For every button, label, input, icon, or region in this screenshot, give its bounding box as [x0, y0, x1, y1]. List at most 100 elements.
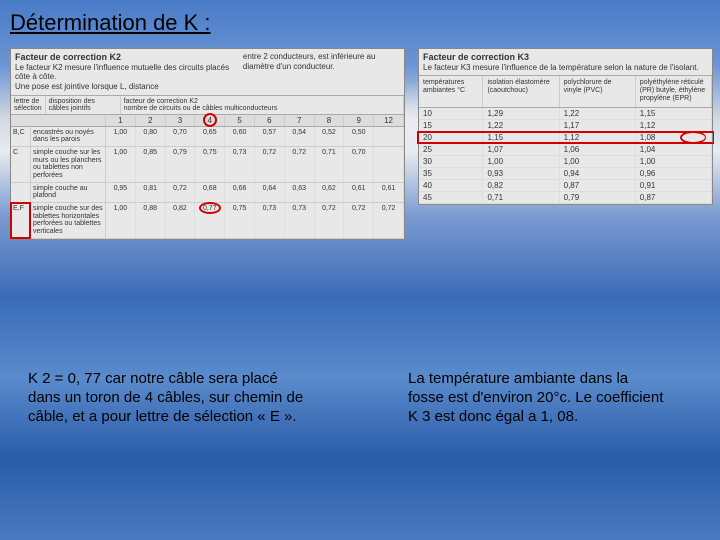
- caption-k3: La température ambiante dans la fosse es…: [408, 370, 668, 426]
- k2-header: Facteur de correction K2 Le facteur K2 m…: [11, 49, 404, 96]
- k3-value-cell: 1,17: [560, 120, 636, 131]
- k3-header: Facteur de correction K3 Le facteur K3 m…: [419, 49, 712, 76]
- k2-value-cell: 0,72: [166, 183, 196, 202]
- k3-col-header: polychlorure de vinyle (PVC): [560, 76, 636, 106]
- k2-value-cell: 0,65: [195, 127, 225, 146]
- k2-value-cell: 0,82: [166, 203, 196, 238]
- k3-table: Facteur de correction K3 Le facteur K3 m…: [418, 48, 713, 205]
- k2-col-num: 9: [344, 115, 374, 126]
- k3-value-cell: 1,04: [636, 144, 712, 155]
- k2-sub-letter: lettre de sélection: [11, 96, 46, 114]
- k3-value-cell: 1,15: [483, 132, 559, 143]
- k2-col-num: 8: [315, 115, 345, 126]
- k2-value-cell: 0,52: [315, 127, 345, 146]
- k2-value-cell: 0,54: [285, 127, 315, 146]
- k2-value-cell: 1,00: [106, 147, 136, 182]
- k2-value-cell: 0,62: [315, 183, 345, 202]
- k3-value-cell: 0,79: [560, 192, 636, 203]
- table-row: 101,291,221,15: [419, 108, 712, 120]
- k3-header-sub: Le facteur K3 mesure l'influence de la t…: [423, 63, 699, 72]
- k2-value-cell: 0,63: [285, 183, 315, 202]
- k2-value-cell: 0,61: [374, 183, 404, 202]
- k2-value-cell: 0,72: [285, 147, 315, 182]
- k2-value-cell: 0,77: [195, 203, 225, 238]
- k3-value-cell: 1,12: [560, 132, 636, 143]
- k2-table: Facteur de correction K2 Le facteur K2 m…: [10, 48, 405, 240]
- k3-col-header: températures ambiantes °C: [419, 76, 483, 106]
- page-title: Détermination de K :: [10, 10, 211, 36]
- k2-value-cell: 0,70: [344, 147, 374, 182]
- k3-value-cell: 0,71: [483, 192, 559, 203]
- k2-col-num: 6: [255, 115, 285, 126]
- k2-value-cell: 1,00: [106, 203, 136, 238]
- k3-value-cell: 0,87: [636, 192, 712, 203]
- k2-value-cell: 0,75: [225, 203, 255, 238]
- table-row: 251,071,061,04: [419, 144, 712, 156]
- k3-col-header: isolation élastomère (caoutchouc): [483, 76, 559, 106]
- k2-value-cell: 0,61: [344, 183, 374, 202]
- k2-value-cell: 0,70: [166, 127, 196, 146]
- k2-letter-cell: E,F: [11, 203, 31, 238]
- k3-value-cell: 1,06: [560, 144, 636, 155]
- k2-col-num: 12: [374, 115, 404, 126]
- k3-value-cell: 0,82: [483, 180, 559, 191]
- k2-header-line1: Le facteur K2 mesure l'influence mutuell…: [15, 63, 229, 82]
- k3-value-cell: 0,93: [483, 168, 559, 179]
- k2-value-cell: 0,64: [255, 183, 285, 202]
- k2-col-num: 7: [285, 115, 315, 126]
- k2-value-cell: 0,80: [136, 127, 166, 146]
- k2-value-cell: 0,57: [255, 127, 285, 146]
- k2-value-cell: 0,73: [285, 203, 315, 238]
- k3-temp-cell: 25: [419, 144, 483, 155]
- k3-temp-cell: 30: [419, 156, 483, 167]
- k2-value-cell: 0,75: [195, 147, 225, 182]
- k3-value-cell: 1,00: [560, 156, 636, 167]
- table-row: 450,710,790,87: [419, 192, 712, 204]
- k2-value-cell: 0,81: [136, 183, 166, 202]
- k2-col-num: 3: [166, 115, 196, 126]
- k2-value-cell: 0,72: [255, 147, 285, 182]
- k2-col-num: 5: [225, 115, 255, 126]
- k3-value-cell: 1,08: [636, 132, 712, 143]
- k2-sub-disp: disposition des câbles jointifs: [46, 96, 121, 114]
- k2-value-cell: 0,72: [344, 203, 374, 238]
- k2-col-num: 2: [136, 115, 166, 126]
- k3-value-cell: 1,22: [560, 108, 636, 119]
- k3-value-cell: 0,87: [560, 180, 636, 191]
- k3-value-cell: 1,29: [483, 108, 559, 119]
- k3-col-headers: températures ambiantes °Cisolation élast…: [419, 76, 712, 107]
- table-row: Csimple couche sur les murs ou les planc…: [11, 147, 404, 183]
- k3-value-cell: 1,00: [483, 156, 559, 167]
- k2-value-cell: 1,00: [106, 127, 136, 146]
- k3-temp-cell: 40: [419, 180, 483, 191]
- k3-value-cell: 1,00: [636, 156, 712, 167]
- k2-col-num: 1: [106, 115, 136, 126]
- k2-value-cell: 0,50: [344, 127, 374, 146]
- k3-value-cell: 1,07: [483, 144, 559, 155]
- k2-letter-cell: [11, 183, 31, 202]
- table-row: 201,151,121,08: [419, 132, 712, 144]
- k2-value-cell: 0,71: [315, 147, 345, 182]
- k2-value-cell: 0,60: [225, 127, 255, 146]
- table-row: 400,820,870,91: [419, 180, 712, 192]
- k2-desc-cell: simple couche sur des tablettes horizont…: [31, 203, 106, 238]
- k2-desc-cell: simple couche sur les murs ou les planch…: [31, 147, 106, 182]
- k2-value-cell: [374, 147, 404, 182]
- k3-temp-cell: 35: [419, 168, 483, 179]
- k2-header-right: entre 2 conducteurs, est inférieure au d…: [243, 52, 400, 92]
- k2-letter-cell: C: [11, 147, 31, 182]
- k3-value-cell: 0,94: [560, 168, 636, 179]
- k2-sub-count: nombre de circuits ou de câbles multicon…: [124, 105, 400, 112]
- k3-value-cell: 1,15: [636, 108, 712, 119]
- k3-value-cell: 1,22: [483, 120, 559, 131]
- caption-k2: K 2 = 0, 77 car notre câble sera placé d…: [28, 370, 308, 426]
- k2-value-cell: 0,79: [166, 147, 196, 182]
- k2-header-title: Facteur de correction K2: [15, 52, 121, 62]
- k2-value-cell: 0,73: [225, 147, 255, 182]
- k3-value-cell: 0,96: [636, 168, 712, 179]
- k2-subheader: lettre de sélection disposition des câbl…: [11, 96, 404, 115]
- k2-letter-cell: B,C: [11, 127, 31, 146]
- k3-temp-cell: 15: [419, 120, 483, 131]
- k2-desc-cell: simple couche au plafond: [31, 183, 106, 202]
- k2-header-line2: Une pose est jointive lorsque L, distanc…: [15, 82, 159, 91]
